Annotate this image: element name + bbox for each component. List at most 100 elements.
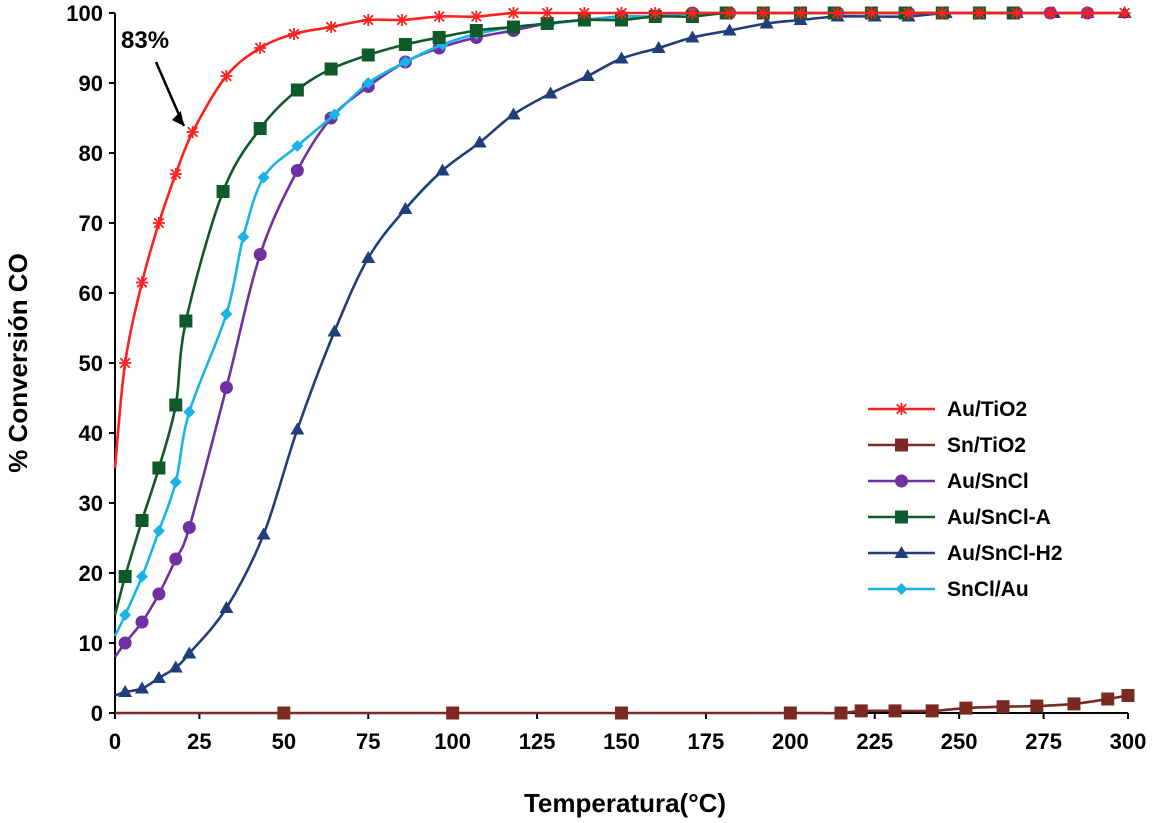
series-au-tio2 [113,7,1131,469]
x-tick-label: 200 [772,729,809,754]
data-point-au-tio2 [1044,7,1057,19]
data-point-au-sncl [135,615,149,629]
data-point-au-tio2 [723,7,736,19]
legend-item-au-sncl: Au/SnCl [868,470,1029,493]
legend-label: Au/TiO2 [947,398,1027,421]
data-point-au-sncl-h2 [759,16,774,29]
data-point-au-sncl-a [169,398,183,412]
x-tick-label: 25 [187,729,211,754]
data-point-au-sncl-a [118,570,132,583]
data-point-sn-tio2 [959,701,973,715]
data-point-au-sncl-h2 [651,41,666,53]
data-point-au-sncl-h2 [506,107,521,120]
data-point-au-sncl-a [216,185,230,198]
data-point-au-tio2 [649,7,662,19]
y-tick-label: 0 [91,701,103,726]
data-point-sncl-au [183,406,196,418]
data-point-au-tio2 [1118,7,1131,19]
legend-marker [895,438,908,452]
data-point-au-sncl [169,552,183,566]
data-point-au-tio2 [325,21,338,33]
series-sn-tio2 [115,689,1135,720]
data-point-sn-tio2 [1067,697,1081,711]
data-point-sncl-au [152,525,165,537]
y-tick-label: 60 [79,281,103,306]
annotation: 83% [121,27,186,127]
data-point-sn-tio2 [1121,689,1135,702]
data-point-au-sncl-h2 [361,251,376,263]
data-point-au-sncl-a [540,17,554,30]
series-line-sncl-au [113,11,980,637]
data-point-au-sncl-a [253,122,267,135]
legend-item-au-sncl-a: Au/SnCl-A [868,506,1051,529]
data-point-au-sncl-h2 [256,527,271,540]
data-point-au-sncl [152,587,166,601]
x-tick-label: 250 [941,729,978,754]
y-tick-label: 90 [79,71,103,96]
data-point-sncl-au [257,171,270,184]
data-point-au-sncl-a [290,83,304,97]
series-au-sncl-a [113,6,1020,616]
y-tick-label: 30 [79,491,103,516]
data-point-au-sncl-h2 [135,681,150,694]
data-point-au-sncl-h2 [219,601,234,613]
data-point-sncl-au [291,140,304,152]
data-point-sncl-au [220,308,233,320]
data-point-au-sncl-a [324,62,338,76]
data-point-sn-tio2 [615,706,628,720]
data-point-au-sncl-h2 [722,23,737,36]
x-tick-label: 150 [603,729,640,754]
y-tick-label: 40 [79,421,103,446]
data-point-au-sncl [182,521,196,534]
data-point-au-tio2 [136,276,149,289]
series-line-au-sncl-a [113,11,1014,616]
legend: Au/TiO2 Sn/TiO2 Au/SnCl Au/SnCl-A Au/SnCl-H2… [868,398,1063,601]
y-axis-title: % Conversión CO [3,253,33,473]
data-point-au-sncl-h2 [290,422,305,435]
data-point-au-tio2 [686,7,699,19]
data-point-au-tio2 [541,7,554,19]
data-point-sn-tio2 [1030,699,1044,713]
legend-item-au-tio2: Au/TiO2 [868,398,1027,421]
data-point-au-sncl-h2 [435,163,450,176]
data-point-au-tio2 [396,14,409,26]
x-tick-label: 100 [434,729,471,754]
data-point-au-sncl-h2 [685,30,700,43]
y-tick-label: 70 [79,211,103,236]
data-point-au-sncl-a [179,314,193,328]
legend-item-sncl-au: SnCl/Au [868,578,1029,601]
data-point-sncl-au [328,108,341,121]
y-tick-label: 80 [79,141,103,166]
data-point-sn-tio2 [277,706,291,720]
data-point-au-tio2 [973,7,986,19]
data-point-au-sncl-a [361,48,375,62]
data-point-au-tio2 [186,126,199,138]
data-point-au-tio2 [433,10,446,23]
data-point-sncl-au [237,231,250,243]
x-tick-label: 0 [109,729,121,754]
series-line-au-sncl [113,11,1088,658]
series-layer [113,6,1135,720]
data-point-au-sncl [219,381,233,394]
data-point-au-tio2 [831,7,844,19]
data-point-au-tio2 [936,7,949,19]
data-point-au-sncl-a [152,461,166,475]
data-point-au-tio2 [1081,7,1094,19]
data-point-au-tio2 [169,168,182,180]
data-point-au-tio2 [220,70,233,82]
data-point-au-tio2 [287,28,300,40]
x-tick-label: 275 [1025,729,1062,754]
series-sncl-au [113,7,986,637]
data-point-sn-tio2 [1101,692,1115,706]
legend-marker [895,403,908,415]
data-point-au-sncl-h2 [151,671,166,683]
data-point-sn-tio2 [446,706,460,720]
data-point-au-tio2 [362,14,375,26]
data-point-au-tio2 [507,7,520,19]
data-point-au-sncl-h2 [327,324,342,337]
legend-marker [895,583,908,595]
data-point-au-tio2 [794,7,807,19]
data-point-sn-tio2 [888,704,902,718]
data-point-au-sncl-h2 [398,202,413,214]
